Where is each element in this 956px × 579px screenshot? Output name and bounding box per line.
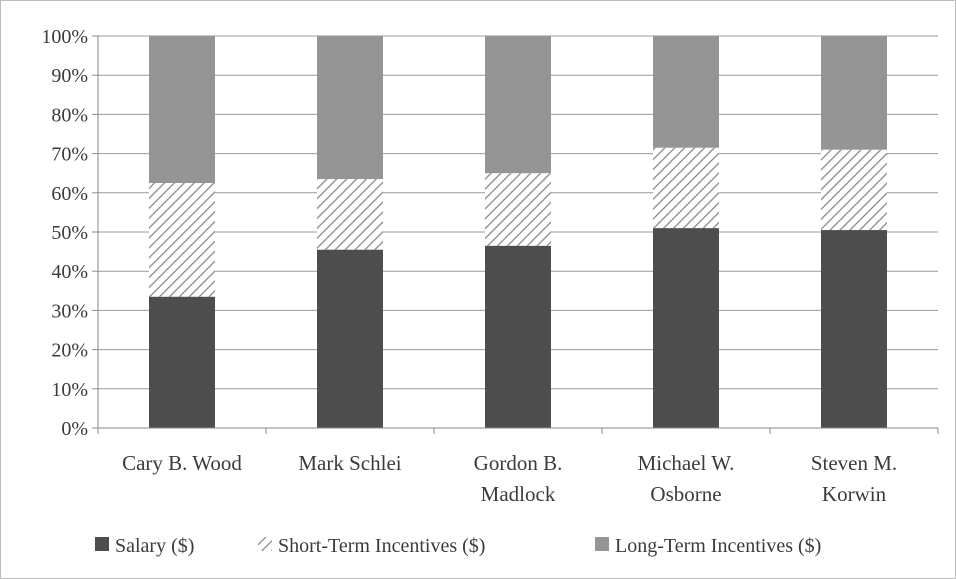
x-category-label: Cary B. Wood	[122, 451, 242, 475]
x-category-label: Mark Schlei	[298, 451, 401, 475]
legend-swatch	[95, 537, 109, 551]
legend-label: Short-Term Incentives ($)	[278, 535, 485, 557]
bar-segment	[317, 249, 383, 428]
x-category-label: Korwin	[822, 482, 887, 506]
legend-label: Long-Term Incentives ($)	[615, 535, 821, 557]
y-tick-label: 30%	[51, 300, 88, 322]
y-axis: 0% 10% 20% 30% 40% 50% 60% 70% 80% 90% 100%	[41, 26, 99, 440]
bar-segment	[821, 230, 887, 428]
x-category-label: Michael W.	[638, 451, 735, 475]
y-tick-label: 70%	[51, 144, 88, 166]
bar-segment	[485, 173, 551, 246]
x-category-label: Madlock	[481, 482, 556, 506]
y-tick-label: 60%	[51, 183, 88, 205]
bar-segment	[653, 228, 719, 428]
x-category-label: Osborne	[650, 482, 721, 506]
bar-segment	[317, 36, 383, 180]
y-tick-label: 100%	[41, 26, 88, 48]
legend-swatch	[258, 537, 272, 551]
legend-label: Salary ($)	[115, 535, 194, 557]
y-tick-label: 20%	[51, 340, 88, 362]
legend-swatch	[595, 537, 609, 551]
bar-segment	[821, 149, 887, 231]
bar-segment	[653, 147, 719, 229]
bar-segment	[653, 36, 719, 148]
bar-segment	[149, 183, 215, 297]
x-category-label: Gordon B.	[474, 451, 563, 475]
y-tick-label: 90%	[51, 65, 88, 87]
bar-segment	[485, 245, 551, 428]
bar-segment	[485, 36, 551, 174]
y-tick-label: 40%	[51, 261, 88, 283]
y-tick-label: 80%	[51, 104, 88, 126]
bar-segment	[149, 296, 215, 428]
y-tick-label: 10%	[51, 379, 88, 401]
y-tick-label: 50%	[51, 222, 88, 244]
bars	[149, 36, 887, 428]
y-tick-label: 0%	[61, 418, 88, 440]
legend: Salary ($) Short-Term Incentives ($) Long-…	[95, 535, 821, 557]
bar-segment	[149, 36, 215, 183]
bar-segment	[317, 179, 383, 250]
bar-segment	[821, 36, 887, 150]
x-category-label: Steven M.	[811, 451, 897, 475]
x-axis: Cary B. Wood Mark Schlei Gordon B. Madlock M…	[97, 427, 939, 506]
